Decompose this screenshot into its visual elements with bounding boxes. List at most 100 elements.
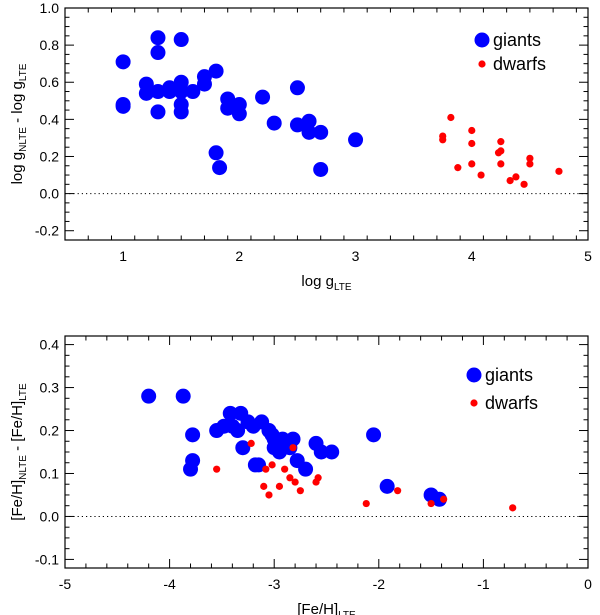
giants-point xyxy=(173,84,189,100)
giants-point xyxy=(115,98,131,114)
series-dwarfs xyxy=(439,113,563,188)
giants-point xyxy=(379,478,395,494)
y-tick-label: 0.6 xyxy=(40,74,60,90)
legend-marker-giants xyxy=(474,32,490,48)
dwarfs-point xyxy=(213,465,221,473)
dwarfs-point xyxy=(468,139,476,148)
x-tick-label: -1 xyxy=(477,576,490,592)
dwarfs-point xyxy=(291,478,299,486)
giants-point xyxy=(231,106,247,122)
y-tick-label: -0.2 xyxy=(35,223,59,239)
giants-point xyxy=(235,440,251,456)
giants-point xyxy=(173,32,189,48)
y-tick-label: 0.1 xyxy=(40,465,60,481)
legend-label-dwarfs: dwarfs xyxy=(485,393,538,413)
giants-point xyxy=(313,161,329,177)
dwarfs-point xyxy=(440,495,448,503)
dwarfs-point xyxy=(260,482,268,490)
giants-point xyxy=(150,45,166,61)
giants-point xyxy=(251,457,267,473)
chart-panel-2: -5 -4 -3 -2 -1 0 -0.1 0.0 0.1 0.2 0.3 0.4 [Fe/H]LTE [… xyxy=(9,335,592,615)
legend: giants dwarfs xyxy=(466,365,538,413)
giants-point xyxy=(324,444,340,460)
giants-point xyxy=(313,124,329,140)
giants-point xyxy=(150,30,166,46)
dwarfs-point xyxy=(362,499,370,508)
giants-point xyxy=(289,117,305,133)
giants-point xyxy=(185,427,201,443)
giants-point xyxy=(301,124,317,140)
series-giants xyxy=(141,388,447,507)
legend-marker-dwarfs xyxy=(470,399,478,407)
giants-point xyxy=(185,453,201,469)
giants-point xyxy=(162,84,178,100)
dwarfs-point xyxy=(247,439,255,448)
giants-point xyxy=(222,405,238,421)
chart-panel-1: 1 2 3 4 5 -0.2 0.0 0.2 0.4 0.6 0.8 1.0 log gLTE log g… xyxy=(9,0,592,293)
dwarfs-point xyxy=(477,171,485,179)
giants-point xyxy=(431,491,447,507)
dwarfs-point xyxy=(262,465,270,473)
giants-point xyxy=(230,423,246,439)
series-dwarfs xyxy=(213,439,517,512)
giants-point xyxy=(150,104,166,120)
dwarfs-point xyxy=(289,444,297,452)
x-axis-label: [Fe/H]LTE xyxy=(297,601,356,615)
legend-label-giants: giants xyxy=(493,30,541,50)
legend-marker-dwarfs xyxy=(478,60,486,68)
dwarfs-point xyxy=(526,160,534,168)
giants-point xyxy=(366,427,382,443)
dwarfs-point xyxy=(394,487,402,495)
dwarfs-point xyxy=(506,177,514,185)
series-giants xyxy=(115,30,364,177)
x-tick-label: 3 xyxy=(352,248,360,264)
giants-point xyxy=(115,54,131,70)
y-tick-label: 0.4 xyxy=(40,111,60,127)
dwarfs-point xyxy=(286,474,294,482)
dwarfs-point xyxy=(268,461,276,469)
giants-point xyxy=(212,160,228,176)
x-tick-label: 1 xyxy=(119,248,127,264)
x-axis-label: log gLTE xyxy=(301,273,351,293)
giants-point xyxy=(289,80,305,96)
y-tick-label: 0.2 xyxy=(40,423,60,439)
x-tick-label: 5 xyxy=(584,248,592,264)
giants-point xyxy=(313,444,329,460)
dwarfs-point xyxy=(468,126,476,135)
giants-point xyxy=(185,84,201,100)
y-axis-label: [Fe/H]NLTE - [Fe/H]LTE xyxy=(9,383,29,521)
giants-point xyxy=(150,84,166,100)
x-tick-label: 0 xyxy=(584,576,592,592)
dwarfs-point xyxy=(296,487,304,495)
dwarfs-point xyxy=(275,482,284,490)
dwarfs-point xyxy=(447,113,455,122)
dwarfs-point xyxy=(454,164,462,172)
legend-label-dwarfs: dwarfs xyxy=(493,54,546,74)
giants-point xyxy=(175,388,191,404)
giants-point xyxy=(196,76,212,92)
y-tick-label: 0.2 xyxy=(40,148,60,164)
legend-marker-giants xyxy=(466,367,482,383)
dwarfs-point xyxy=(512,173,520,181)
giants-point xyxy=(141,388,157,404)
dwarfs-point xyxy=(526,154,534,162)
dwarfs-point xyxy=(468,160,476,168)
y-tick-label: -0.1 xyxy=(35,551,59,567)
y-tick-label: 0.8 xyxy=(40,37,60,53)
y-axis-label: log gNLTE - log gLTE xyxy=(9,63,29,184)
y-tick-label: 0.0 xyxy=(40,186,60,202)
dwarfs-point xyxy=(497,138,505,146)
giants-point xyxy=(208,63,224,79)
giants-point xyxy=(255,89,271,105)
dwarfs-point xyxy=(314,474,322,482)
y-tick-label: 0.0 xyxy=(40,508,60,524)
giants-point xyxy=(220,100,236,116)
dwarfs-point xyxy=(281,465,289,473)
dwarfs-point xyxy=(439,136,447,144)
x-tick-label: -3 xyxy=(268,576,281,592)
legend: giants dwarfs xyxy=(474,30,546,74)
giants-point xyxy=(208,145,224,161)
dwarfs-point xyxy=(265,491,273,499)
y-tick-label: 0.3 xyxy=(40,380,60,396)
